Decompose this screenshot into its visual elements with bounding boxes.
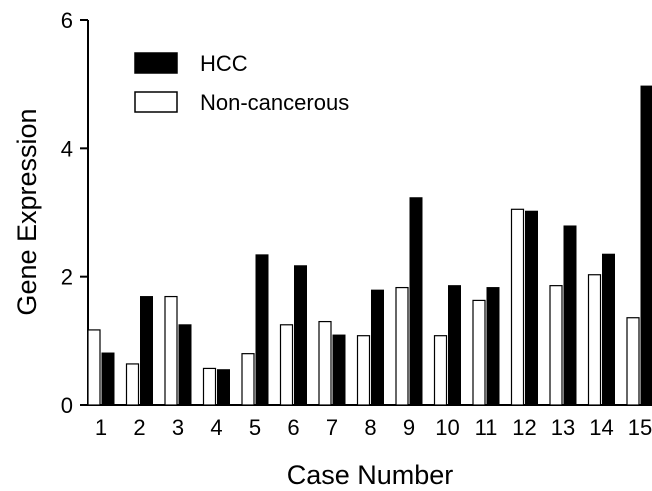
legend-label-hcc: HCC xyxy=(200,51,248,76)
bar-hcc-case-9 xyxy=(409,197,423,406)
x-tick-label: 8 xyxy=(364,415,376,440)
y-tick-label: 4 xyxy=(61,136,73,161)
bar-non-cancerous-case-7 xyxy=(318,320,332,406)
x-tick-label: 13 xyxy=(551,415,575,440)
bar-non-cancerous-case-10 xyxy=(433,335,448,406)
bar-non-cancerous-case-9 xyxy=(395,286,409,406)
x-axis-title: Case Number xyxy=(287,460,454,490)
bar-hcc-case-14 xyxy=(602,253,615,406)
x-tick-label: 1 xyxy=(95,415,107,440)
bar-non-cancerous-case-12 xyxy=(510,208,525,406)
bar-hcc-case-7 xyxy=(332,334,346,406)
bar-non-cancerous-case-15 xyxy=(626,317,640,406)
bar-hcc-case-15 xyxy=(640,85,652,406)
y-tick-label: 0 xyxy=(61,393,73,418)
bar-non-cancerous-case-5 xyxy=(241,353,255,406)
bar-non-cancerous-case-11 xyxy=(472,299,486,406)
bar-non-cancerous-case-14 xyxy=(587,274,602,406)
x-tick-label: 3 xyxy=(172,415,184,440)
x-tick-label: 15 xyxy=(628,415,652,440)
legend-swatch-non-cancerous xyxy=(134,91,178,113)
x-tick-label: 5 xyxy=(249,415,261,440)
y-axis-title: Gene Expression xyxy=(12,108,42,315)
bar-hcc-case-6 xyxy=(294,265,307,406)
y-ticks: 0 2 4 6 xyxy=(61,8,88,418)
bar-hcc-case-11 xyxy=(486,287,500,406)
x-tick-label: 6 xyxy=(287,415,299,440)
legend-swatch-hcc xyxy=(134,52,178,74)
y-tick-label: 6 xyxy=(61,8,73,33)
bar-hcc-case-13 xyxy=(563,225,577,406)
bar-non-cancerous-case-2 xyxy=(125,363,140,406)
bars xyxy=(87,85,652,406)
x-tick-label: 4 xyxy=(210,415,222,440)
y-tick-label: 2 xyxy=(61,265,73,290)
bar-hcc-case-4 xyxy=(217,369,230,406)
bar-non-cancerous-case-3 xyxy=(164,295,178,406)
bar-non-cancerous-case-8 xyxy=(356,335,371,406)
bar-hcc-case-8 xyxy=(371,289,384,406)
x-tick-label: 12 xyxy=(512,415,536,440)
x-tick-label: 10 xyxy=(435,415,459,440)
bar-hcc-case-12 xyxy=(525,210,538,406)
bar-hcc-case-10 xyxy=(448,285,461,406)
bar-hcc-case-2 xyxy=(140,296,153,406)
legend: HCC Non-cancerous xyxy=(134,51,349,115)
bar-hcc-case-1 xyxy=(101,352,115,406)
x-ticks: 1 2 3 4 5 6 7 8 9 10 11 12 13 14 15 xyxy=(95,415,652,440)
bar-non-cancerous-case-1 xyxy=(87,329,101,406)
bar-non-cancerous-case-6 xyxy=(279,324,294,406)
x-tick-label: 14 xyxy=(589,415,613,440)
bar-non-cancerous-case-13 xyxy=(549,285,563,406)
x-tick-label: 2 xyxy=(133,415,145,440)
x-tick-label: 7 xyxy=(326,415,338,440)
bar-hcc-case-3 xyxy=(178,324,192,406)
x-tick-label: 11 xyxy=(475,415,498,440)
x-tick-label: 9 xyxy=(403,415,415,440)
bar-non-cancerous-case-4 xyxy=(202,367,217,406)
legend-label-non-cancerous: Non-cancerous xyxy=(200,90,349,115)
bar-hcc-case-5 xyxy=(255,254,269,406)
